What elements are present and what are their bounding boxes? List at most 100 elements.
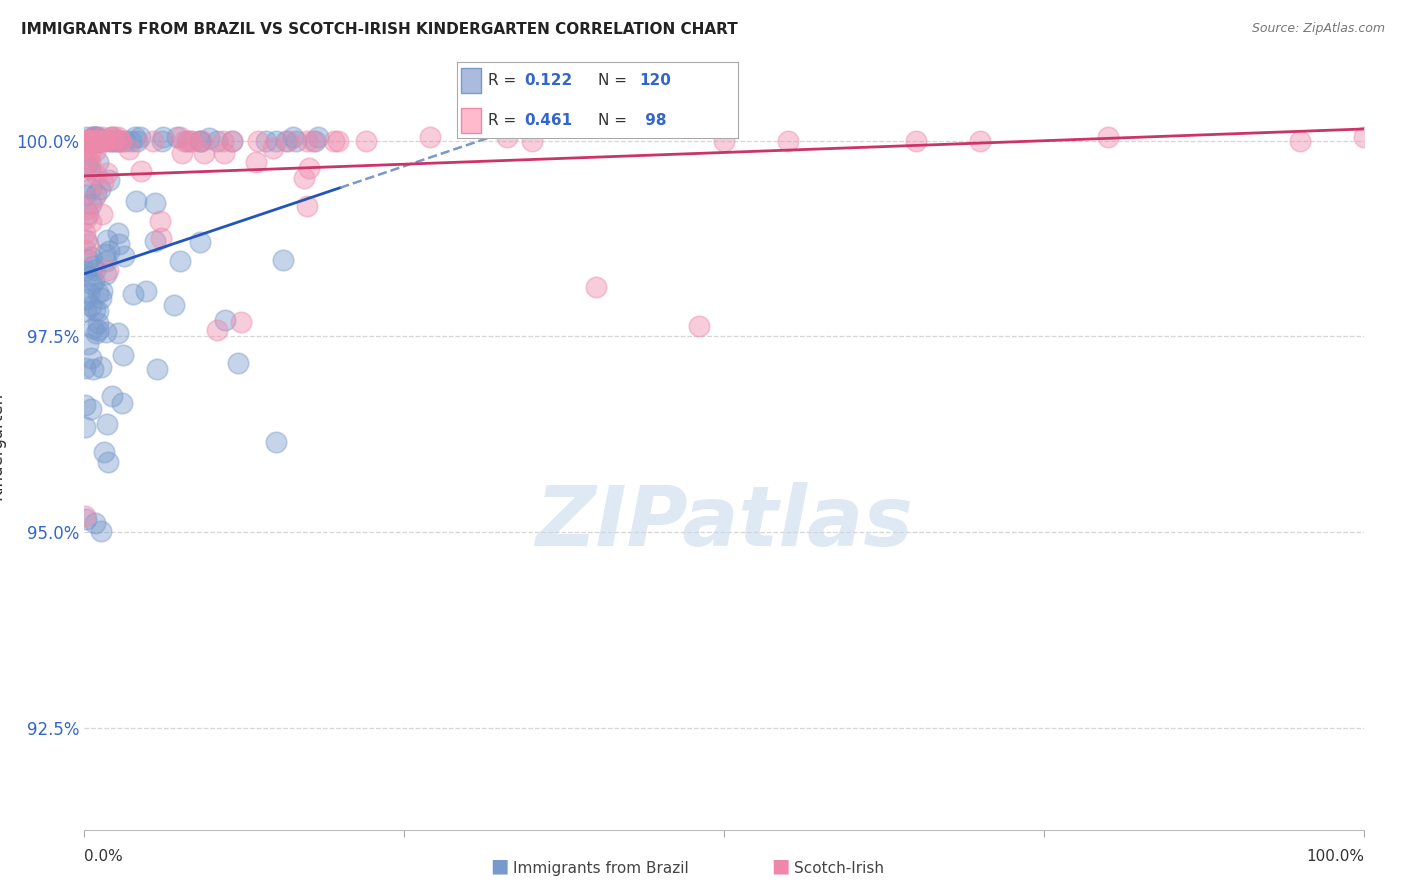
Point	[90, 360, 112, 375]
Text: 0.461: 0.461	[524, 112, 572, 128]
Point	[80, 134, 103, 148]
Point	[93, 445, 115, 459]
Point	[75, 268, 97, 283]
Point	[778, 134, 800, 148]
Point	[129, 129, 152, 144]
Point	[80, 299, 103, 313]
Text: 98: 98	[640, 112, 666, 128]
Point	[77, 134, 100, 148]
Point	[103, 129, 125, 144]
Point	[89, 134, 111, 148]
Point	[125, 194, 148, 208]
Point	[93, 134, 115, 148]
Point	[221, 134, 243, 148]
Text: ZIPatlas: ZIPatlas	[536, 483, 912, 563]
Point	[149, 213, 172, 227]
Point	[73, 509, 96, 524]
Point	[86, 187, 108, 202]
Point	[86, 129, 108, 144]
Point	[84, 134, 107, 148]
Point	[87, 134, 110, 148]
Point	[110, 134, 132, 148]
Point	[83, 129, 105, 144]
Point	[82, 129, 104, 144]
Point	[188, 134, 211, 148]
Point	[1097, 129, 1119, 144]
Point	[101, 129, 124, 144]
Point	[77, 134, 100, 148]
Point	[169, 254, 191, 268]
Point	[76, 157, 98, 171]
Point	[100, 389, 122, 403]
Point	[82, 362, 104, 376]
Point	[98, 244, 121, 259]
Point	[522, 134, 544, 148]
Point	[150, 134, 173, 148]
Point	[271, 253, 294, 268]
Point	[79, 134, 101, 148]
Point	[76, 129, 98, 144]
Point	[112, 249, 135, 263]
Point	[86, 134, 108, 148]
Point	[86, 129, 108, 144]
Point	[107, 226, 129, 240]
Point	[91, 134, 114, 148]
Point	[297, 134, 319, 148]
Point	[207, 323, 229, 337]
Point	[84, 263, 107, 277]
Point	[122, 287, 145, 301]
Point	[89, 134, 111, 148]
Text: 100.0%: 100.0%	[1306, 849, 1364, 864]
Point	[292, 170, 315, 185]
Point	[90, 524, 112, 539]
Bar	[461, 68, 481, 93]
Point	[969, 134, 991, 148]
Point	[80, 351, 103, 365]
Point	[73, 169, 96, 183]
Point	[96, 254, 118, 268]
Point	[107, 326, 129, 340]
Point	[77, 134, 100, 148]
Text: Immigrants from Brazil: Immigrants from Brazil	[513, 861, 689, 876]
Point	[125, 134, 148, 148]
Point	[495, 129, 517, 144]
Point	[79, 145, 101, 160]
Point	[131, 164, 153, 178]
Point	[94, 247, 117, 261]
Point	[100, 134, 122, 148]
Point	[166, 129, 188, 144]
Point	[82, 136, 104, 150]
Point	[76, 134, 98, 148]
Point	[83, 134, 105, 148]
Point	[180, 134, 202, 148]
Point	[73, 188, 96, 202]
Point	[107, 236, 129, 251]
Point	[73, 264, 96, 278]
Point	[262, 140, 284, 154]
Point	[84, 144, 107, 158]
Point	[173, 134, 195, 148]
Point	[82, 259, 104, 273]
Point	[87, 323, 110, 337]
Point	[84, 134, 107, 148]
Point	[79, 134, 101, 148]
Point	[304, 134, 326, 148]
Point	[295, 199, 318, 213]
Point	[75, 211, 97, 226]
Point	[73, 226, 96, 240]
Point	[114, 134, 136, 148]
Point	[264, 434, 288, 449]
Point	[77, 134, 100, 148]
Point	[281, 129, 304, 144]
Point	[76, 134, 98, 148]
Point	[149, 231, 172, 245]
Point	[75, 512, 97, 526]
Point	[77, 134, 100, 148]
Point	[105, 134, 128, 148]
Point	[80, 134, 103, 148]
Point	[76, 134, 98, 148]
Point	[107, 134, 129, 148]
Point	[75, 134, 97, 148]
Point	[188, 235, 211, 249]
Point	[100, 134, 122, 148]
